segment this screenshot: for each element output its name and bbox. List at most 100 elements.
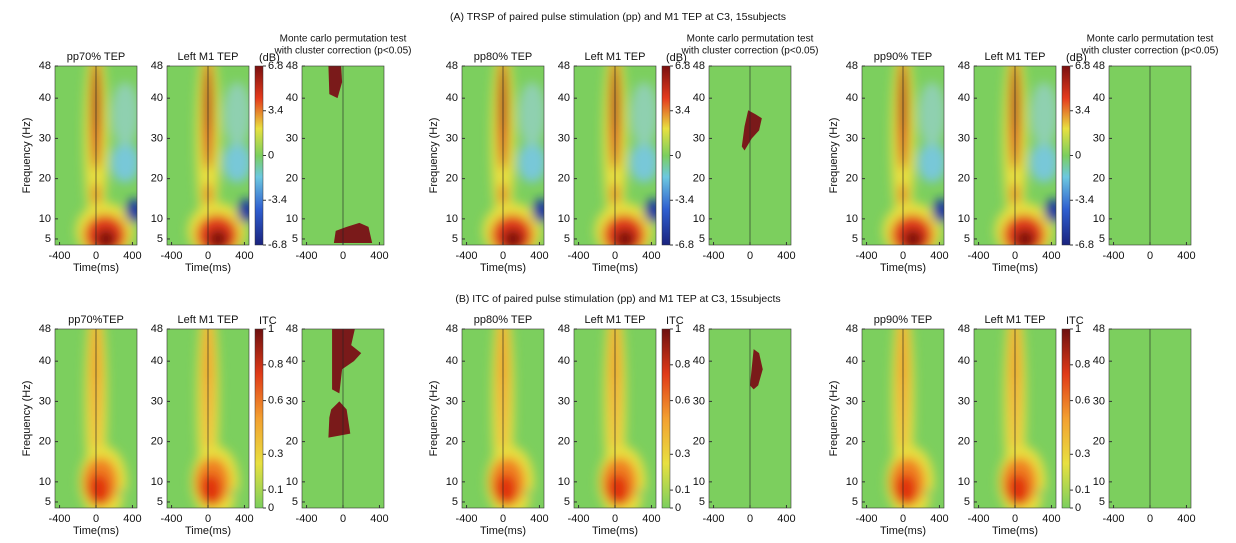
- heatmap: [55, 329, 137, 508]
- heat-blob: [223, 82, 249, 147]
- x-tick-label: -400: [296, 250, 318, 262]
- x-tick-label: 400: [530, 513, 548, 525]
- colorbar-tick-label: 0.8: [1075, 359, 1090, 371]
- row-title: (B) ITC of paired pulse stimulation (pp)…: [455, 293, 780, 305]
- panel-title: pp70% TEP: [67, 51, 126, 63]
- x-axis-label: Time(ms): [73, 262, 119, 274]
- y-tick-label: 30: [846, 395, 858, 407]
- y-tick-label: 40: [558, 92, 570, 104]
- colorbar-tick-label: 1: [1075, 323, 1081, 335]
- y-tick-label: 40: [558, 355, 570, 367]
- y-tick-label: 48: [151, 323, 163, 335]
- heatmap: [709, 66, 791, 245]
- x-tick-label: -400: [703, 250, 725, 262]
- heat-blob: [918, 82, 944, 147]
- heat-blob: [117, 489, 129, 499]
- heatmap: [974, 66, 1056, 245]
- y-tick-label: 40: [693, 355, 705, 367]
- y-tick-label: 40: [286, 92, 298, 104]
- colorbar-tick-label: 0.3: [268, 448, 283, 460]
- x-tick-label: 400: [235, 513, 253, 525]
- x-tick-label: 0: [340, 250, 346, 262]
- colorbar-tick-label: 0.6: [675, 395, 690, 407]
- heatmap: [1109, 66, 1191, 245]
- y-tick-label: 5: [1099, 496, 1105, 508]
- colorbar: [661, 328, 671, 509]
- x-tick-label: 400: [777, 250, 795, 262]
- colorbar-tick-label: 0.3: [675, 448, 690, 460]
- colorbar-tick-label: 0.3: [1075, 448, 1090, 460]
- y-tick-label: 40: [1093, 355, 1105, 367]
- heat-blob: [237, 198, 249, 223]
- y-tick-label: 40: [151, 355, 163, 367]
- stats-title: Monte carlo permutation test: [687, 34, 814, 45]
- y-tick-label: 5: [852, 233, 858, 245]
- heatmap: [974, 329, 1056, 508]
- heatmap: [462, 66, 544, 245]
- y-tick-label: 48: [1093, 323, 1105, 335]
- y-tick-label: 10: [1093, 476, 1105, 488]
- y-tick-label: 20: [558, 436, 570, 448]
- y-tick-label: 30: [958, 395, 970, 407]
- y-tick-label: 48: [958, 60, 970, 72]
- y-tick-label: 10: [693, 476, 705, 488]
- x-tick-label: -400: [968, 513, 990, 525]
- x-tick-label: -400: [161, 513, 183, 525]
- colorbar-tick-label: 3.4: [268, 105, 283, 117]
- colorbar-tick-label: -6.8: [268, 239, 287, 251]
- colorbar: [1061, 328, 1071, 509]
- stats-title: Monte carlo permutation test: [1087, 34, 1214, 45]
- y-tick-label: 30: [558, 132, 570, 144]
- y-tick-label: 40: [151, 92, 163, 104]
- x-tick-label: 0: [1147, 250, 1153, 262]
- y-tick-label: 48: [151, 60, 163, 72]
- colorbar-tick-label: 1: [675, 323, 681, 335]
- x-tick-label: 0: [900, 250, 906, 262]
- y-tick-label: 40: [286, 355, 298, 367]
- heat-blob: [894, 473, 917, 506]
- y-tick-label: 20: [693, 436, 705, 448]
- y-tick-label: 48: [693, 323, 705, 335]
- y-tick-label: 5: [157, 496, 163, 508]
- heat-blob: [644, 198, 656, 223]
- y-tick-label: 5: [157, 233, 163, 245]
- stats-title: with cluster correction (p<0.05): [273, 46, 411, 57]
- x-tick-label: 400: [370, 250, 388, 262]
- y-tick-label: 10: [446, 476, 458, 488]
- panel-title: Left M1 TEP: [985, 51, 1046, 63]
- x-tick-label: 400: [530, 250, 548, 262]
- x-tick-label: -400: [968, 250, 990, 262]
- y-tick-label: 40: [39, 92, 51, 104]
- colorbar-tick-label: 0.8: [268, 359, 283, 371]
- colorbar-tick-label: -6.8: [675, 239, 694, 251]
- y-tick-label: 5: [45, 496, 51, 508]
- y-axis-label: Frequency (Hz): [21, 118, 33, 194]
- x-tick-label: -400: [49, 250, 71, 262]
- colorbar-tick-label: 0: [675, 502, 681, 514]
- heatmap: [302, 66, 384, 245]
- heat-blob: [924, 489, 936, 499]
- y-tick-label: 30: [151, 132, 163, 144]
- heatmap: [709, 329, 791, 508]
- x-tick-label: -400: [456, 513, 478, 525]
- heatmap: [574, 66, 656, 245]
- colorbar-tick-label: 0: [268, 502, 274, 514]
- y-tick-label: 20: [151, 173, 163, 185]
- x-tick-label: 400: [930, 250, 948, 262]
- colorbar-label: ITC: [666, 315, 684, 327]
- x-axis-label: Time(ms): [592, 262, 638, 274]
- panel-title: Left M1 TEP: [585, 51, 646, 63]
- y-tick-label: 48: [286, 60, 298, 72]
- y-tick-label: 48: [693, 60, 705, 72]
- x-tick-label: 0: [1012, 513, 1018, 525]
- panel-title: Left M1 TEP: [985, 314, 1046, 326]
- y-tick-label: 40: [846, 355, 858, 367]
- heatmap: [167, 329, 249, 508]
- panel-title: Left M1 TEP: [585, 314, 646, 326]
- stats-title: Monte carlo permutation test: [280, 34, 407, 45]
- heat-blob: [917, 142, 944, 183]
- colorbar-tick-label: 0.8: [675, 359, 690, 371]
- significant-cluster: [741, 110, 762, 151]
- colorbar: [1061, 65, 1071, 246]
- y-tick-label: 48: [446, 60, 458, 72]
